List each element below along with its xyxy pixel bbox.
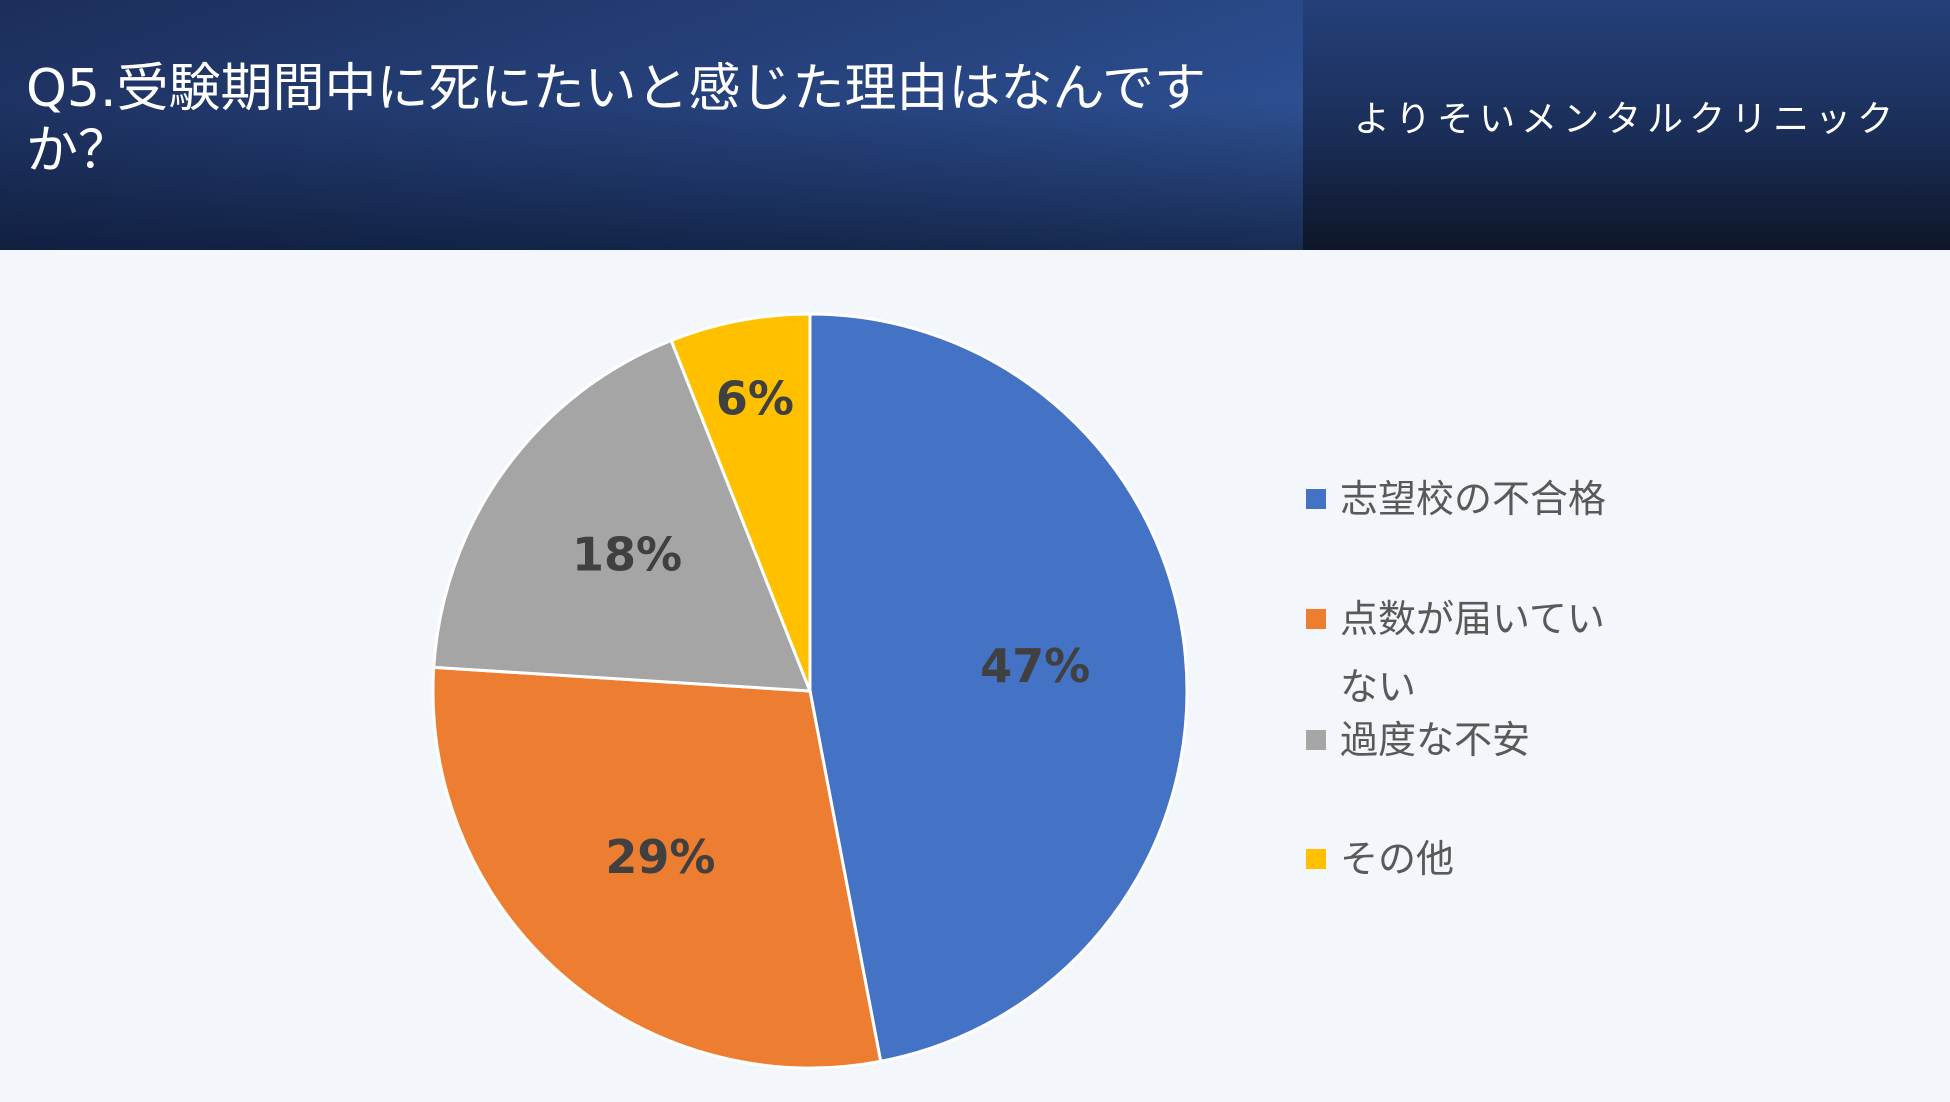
legend-swatch bbox=[1306, 730, 1326, 750]
data-label: 47% bbox=[980, 639, 1090, 693]
legend-swatch bbox=[1306, 609, 1326, 629]
brand-panel bbox=[1303, 0, 1950, 250]
brand: よりそいメンタルクリニック bbox=[1353, 99, 1900, 140]
pie-slice bbox=[431, 665, 883, 1070]
legend-swatch bbox=[1306, 849, 1326, 869]
data-label: 29% bbox=[605, 830, 715, 884]
chart: 47% 29% 18% 6% bbox=[431, 312, 1189, 1070]
chart-title: Q5.受験期間中に死にたいと感じた理由はなんですか？ bbox=[26, 59, 1206, 181]
legend-label: 過度な不安 bbox=[1340, 718, 1531, 762]
data-label: 18% bbox=[572, 528, 682, 582]
legend-swatch bbox=[1306, 489, 1326, 509]
legend-label: 志望校の不合格 bbox=[1340, 477, 1607, 521]
data-label: 6% bbox=[716, 372, 794, 426]
legend-label: その他 bbox=[1340, 837, 1455, 881]
pie-slice bbox=[808, 312, 1189, 1064]
pie-slice bbox=[432, 338, 813, 693]
header-shade bbox=[0, 0, 1303, 250]
pie-slice bbox=[669, 312, 812, 692]
legend-label: 点数が届いていない bbox=[1340, 597, 1605, 709]
